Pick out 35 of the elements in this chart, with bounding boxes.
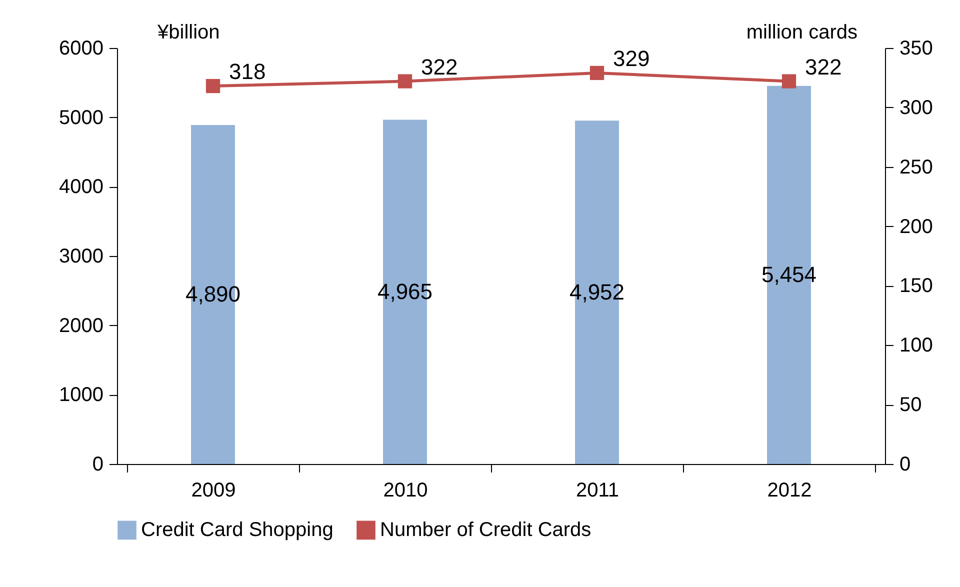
y2-axis-title: million cards [746, 22, 858, 44]
legend-label: Number of Credit Cards [380, 519, 592, 542]
y2-tick-label: 300 [900, 96, 933, 119]
y2-tick-label: 50 [900, 394, 922, 416]
x-tick-label: 2009 [191, 480, 236, 502]
point [590, 66, 604, 80]
data-label: 5,454 [761, 262, 817, 287]
point [206, 78, 220, 94]
x-tick-label: 2010 [383, 480, 428, 502]
x-tick-label: 2012 [767, 480, 812, 502]
y2-tick-label: 150 [900, 275, 933, 298]
data-label: 329 [613, 46, 650, 71]
y2-tick-label: 350 [900, 38, 933, 60]
y2-tick-label: 200 [900, 216, 933, 238]
y-tick-label: 2000 [59, 314, 104, 337]
y-tick-label: 6000 [59, 38, 104, 60]
y-tick-label: 3000 [59, 246, 104, 268]
y-tick-label: 1000 [59, 384, 104, 406]
data-label: 4,965 [377, 278, 433, 304]
y-tick-label: 5000 [59, 106, 104, 129]
data-label: 322 [805, 54, 842, 80]
y-tick-label: 0 [92, 454, 104, 476]
data-label: 4,890 [185, 281, 241, 306]
y-axis-title: ¥billion [156, 22, 220, 44]
data-label: 318 [229, 59, 266, 84]
point [782, 74, 796, 88]
data-label: 4,952 [569, 279, 625, 304]
y2-tick-label: 100 [900, 334, 933, 357]
data-label: 322 [421, 54, 458, 80]
y-tick-label: 4000 [59, 176, 104, 198]
y2-tick-label: 0 [900, 454, 911, 476]
legend-label: Credit Card Shopping [141, 519, 334, 542]
x-tick-label: 2011 [576, 480, 620, 502]
y2-tick-label: 250 [900, 156, 933, 178]
point [398, 74, 412, 88]
